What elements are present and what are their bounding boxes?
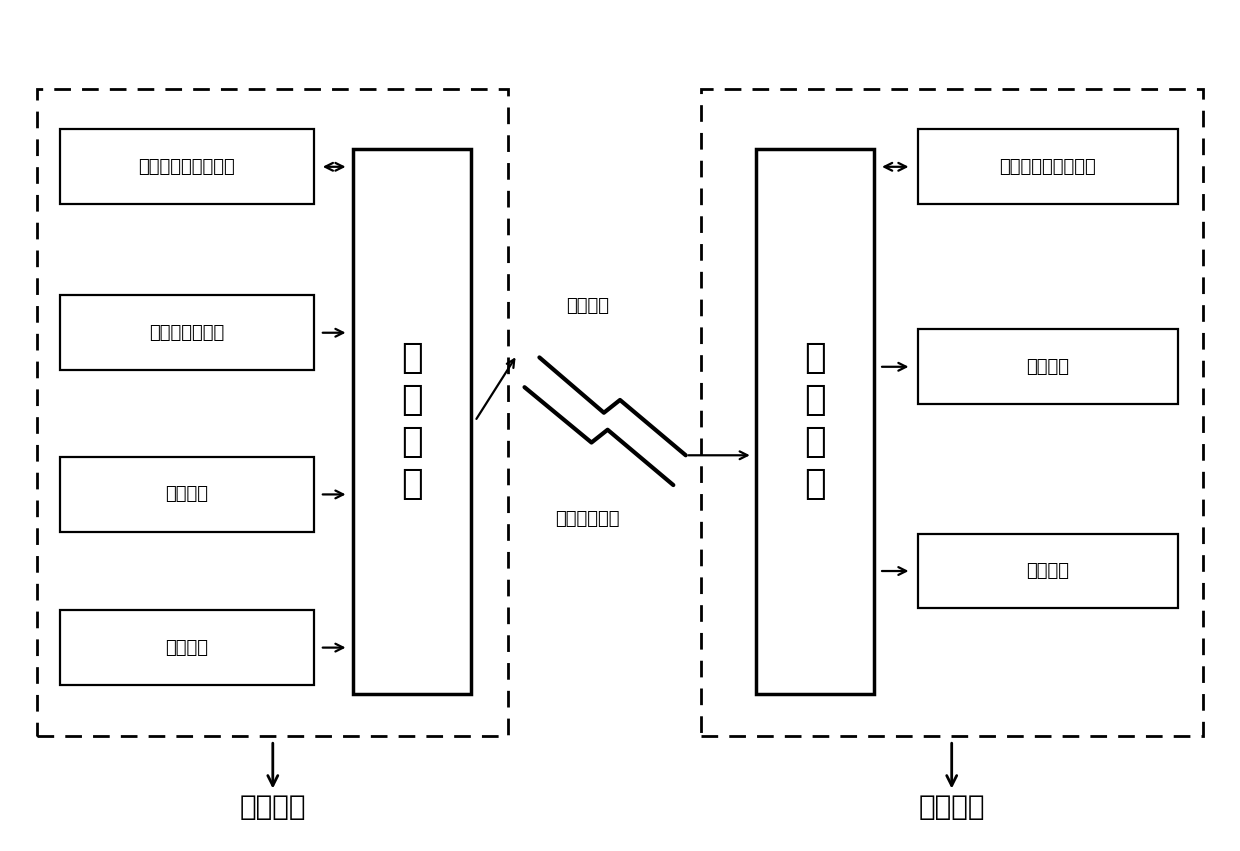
Text: 电子标签: 电子标签 [1027, 357, 1069, 376]
Bar [37, 89, 508, 736]
Text: 阅读器二: 阅读器二 [165, 638, 208, 657]
Bar [60, 295, 314, 370]
Text: 主
控
制
器: 主 控 制 器 [402, 341, 423, 501]
Bar [918, 129, 1178, 204]
Text: 无线电波信号: 无线电波信号 [556, 510, 620, 528]
Text: 阅读器一: 阅读器一 [165, 485, 208, 504]
Bar [918, 329, 1178, 404]
Bar [353, 149, 471, 694]
Bar [756, 149, 874, 694]
Bar [918, 534, 1178, 608]
Bar [701, 89, 1203, 736]
Bar [60, 457, 314, 532]
Text: 信号发送接收装置一: 信号发送接收装置一 [138, 157, 236, 176]
Text: 语音播放: 语音播放 [1027, 562, 1069, 580]
Bar [60, 129, 314, 204]
Text: 主控系统: 主控系统 [239, 793, 306, 820]
Text: 提醒系统: 提醒系统 [919, 793, 986, 820]
Text: 信号发送接收装置二: 信号发送接收装置二 [999, 157, 1096, 176]
Text: 红绻灯信号系统: 红绻灯信号系统 [149, 323, 224, 342]
Bar [60, 610, 314, 685]
Text: 从
控
制
器: 从 控 制 器 [805, 341, 826, 501]
Text: 射频信号: 射频信号 [567, 297, 609, 316]
